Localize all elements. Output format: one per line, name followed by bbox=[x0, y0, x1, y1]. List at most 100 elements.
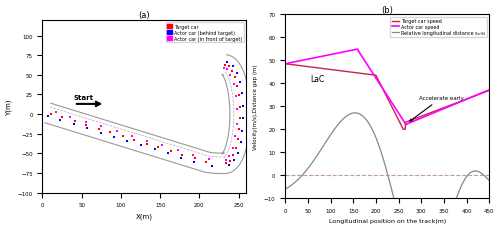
Actor car speed bbox=[365, 65, 371, 68]
Point bbox=[142, 142, 150, 146]
Point bbox=[239, 117, 247, 121]
Point bbox=[226, 164, 234, 167]
Point bbox=[178, 153, 186, 157]
Point bbox=[228, 146, 236, 150]
Point bbox=[97, 131, 105, 135]
Point bbox=[208, 164, 216, 168]
Point bbox=[223, 61, 231, 65]
Point bbox=[97, 125, 105, 128]
Point bbox=[226, 154, 234, 158]
Legend: Target car, Actor car (behind target), Actor car (in front of target): Target car, Actor car (behind target), A… bbox=[166, 23, 244, 43]
X-axis label: Longitudinal position on the track(m): Longitudinal position on the track(m) bbox=[328, 218, 446, 224]
Point bbox=[150, 148, 158, 152]
Target car speed bbox=[364, 74, 370, 76]
Point bbox=[106, 131, 114, 134]
Point bbox=[202, 161, 210, 164]
Target car speed bbox=[372, 74, 378, 77]
Actor car speed bbox=[422, 115, 428, 118]
Target car speed bbox=[445, 105, 451, 108]
Point bbox=[229, 154, 237, 157]
Actor car speed bbox=[303, 59, 309, 62]
Text: LaC: LaC bbox=[310, 75, 324, 84]
Y-axis label: Y(m): Y(m) bbox=[6, 98, 12, 115]
Point bbox=[235, 94, 243, 98]
Point bbox=[94, 127, 102, 131]
Point bbox=[231, 76, 239, 80]
Actor car speed bbox=[442, 107, 448, 110]
Point bbox=[228, 70, 236, 74]
Point bbox=[234, 85, 241, 88]
Point bbox=[128, 134, 136, 138]
Legend: Target car speed, Actor car speed, Relative longitudinal distance sₐ-sₜ: Target car speed, Actor car speed, Relat… bbox=[390, 18, 487, 38]
Actor car speed bbox=[282, 63, 288, 66]
Line: Relative longitudinal distance sₐ-sₜ: Relative longitudinal distance sₐ-sₜ bbox=[286, 113, 489, 229]
Point bbox=[224, 65, 232, 69]
Point bbox=[154, 146, 162, 149]
Relative longitudinal distance sₐ-sₜ bbox=[303, 169, 309, 172]
Y-axis label: Velocity(m/s),Distance gap (m): Velocity(m/s),Distance gap (m) bbox=[254, 64, 258, 149]
Point bbox=[220, 67, 228, 70]
Point bbox=[238, 129, 246, 133]
Point bbox=[236, 116, 244, 120]
Line: Actor car speed: Actor car speed bbox=[286, 50, 489, 125]
Point bbox=[222, 158, 230, 162]
Title: (b): (b) bbox=[382, 5, 393, 14]
Point bbox=[136, 144, 144, 147]
Point bbox=[82, 120, 90, 124]
Point bbox=[190, 157, 198, 161]
Point bbox=[222, 161, 230, 165]
Point bbox=[158, 144, 166, 147]
Actor car speed bbox=[372, 76, 378, 79]
Actor car speed bbox=[446, 106, 452, 109]
Point bbox=[221, 64, 229, 67]
Point bbox=[230, 82, 237, 86]
Relative longitudinal distance sₐ-sₜ bbox=[372, 135, 378, 138]
Point bbox=[231, 135, 239, 139]
Relative longitudinal distance sₐ-sₜ bbox=[282, 188, 288, 191]
Point bbox=[56, 119, 64, 123]
Point bbox=[118, 135, 126, 138]
Point bbox=[66, 115, 74, 119]
Point bbox=[82, 123, 90, 127]
Line: Target car speed: Target car speed bbox=[286, 64, 489, 130]
Point bbox=[228, 65, 236, 69]
Point bbox=[144, 139, 152, 143]
Target car speed bbox=[303, 66, 309, 68]
Point bbox=[70, 123, 78, 126]
Point bbox=[166, 150, 174, 153]
Point bbox=[124, 139, 132, 143]
Target car speed bbox=[400, 128, 406, 131]
Point bbox=[130, 138, 138, 142]
Target car speed bbox=[282, 63, 288, 66]
Relative longitudinal distance sₐ-sₜ bbox=[446, 220, 452, 223]
Point bbox=[232, 122, 240, 126]
Actor car speed bbox=[486, 89, 492, 92]
Point bbox=[223, 68, 231, 72]
Target car speed bbox=[442, 107, 448, 109]
Point bbox=[177, 156, 185, 160]
Point bbox=[70, 120, 78, 123]
Text: Start: Start bbox=[73, 95, 93, 101]
Relative longitudinal distance sₐ-sₜ bbox=[352, 112, 358, 115]
Point bbox=[44, 115, 52, 119]
Point bbox=[236, 141, 244, 144]
Title: (a): (a) bbox=[138, 11, 150, 20]
Point bbox=[113, 130, 121, 133]
Point bbox=[236, 105, 244, 109]
Point bbox=[226, 159, 234, 163]
Point bbox=[233, 108, 241, 112]
Point bbox=[110, 135, 118, 139]
Relative longitudinal distance sₐ-sₜ bbox=[365, 121, 371, 124]
Point bbox=[232, 95, 240, 98]
Target car speed bbox=[422, 114, 428, 117]
Point bbox=[234, 151, 241, 155]
Relative longitudinal distance sₐ-sₜ bbox=[486, 179, 492, 182]
Text: Accelerate early: Accelerate early bbox=[410, 96, 464, 122]
Point bbox=[234, 138, 242, 141]
Target car speed bbox=[486, 90, 492, 93]
Point bbox=[58, 116, 66, 120]
Point bbox=[232, 147, 239, 150]
Actor car speed bbox=[354, 49, 360, 51]
Point bbox=[205, 158, 213, 161]
Point bbox=[174, 149, 182, 152]
